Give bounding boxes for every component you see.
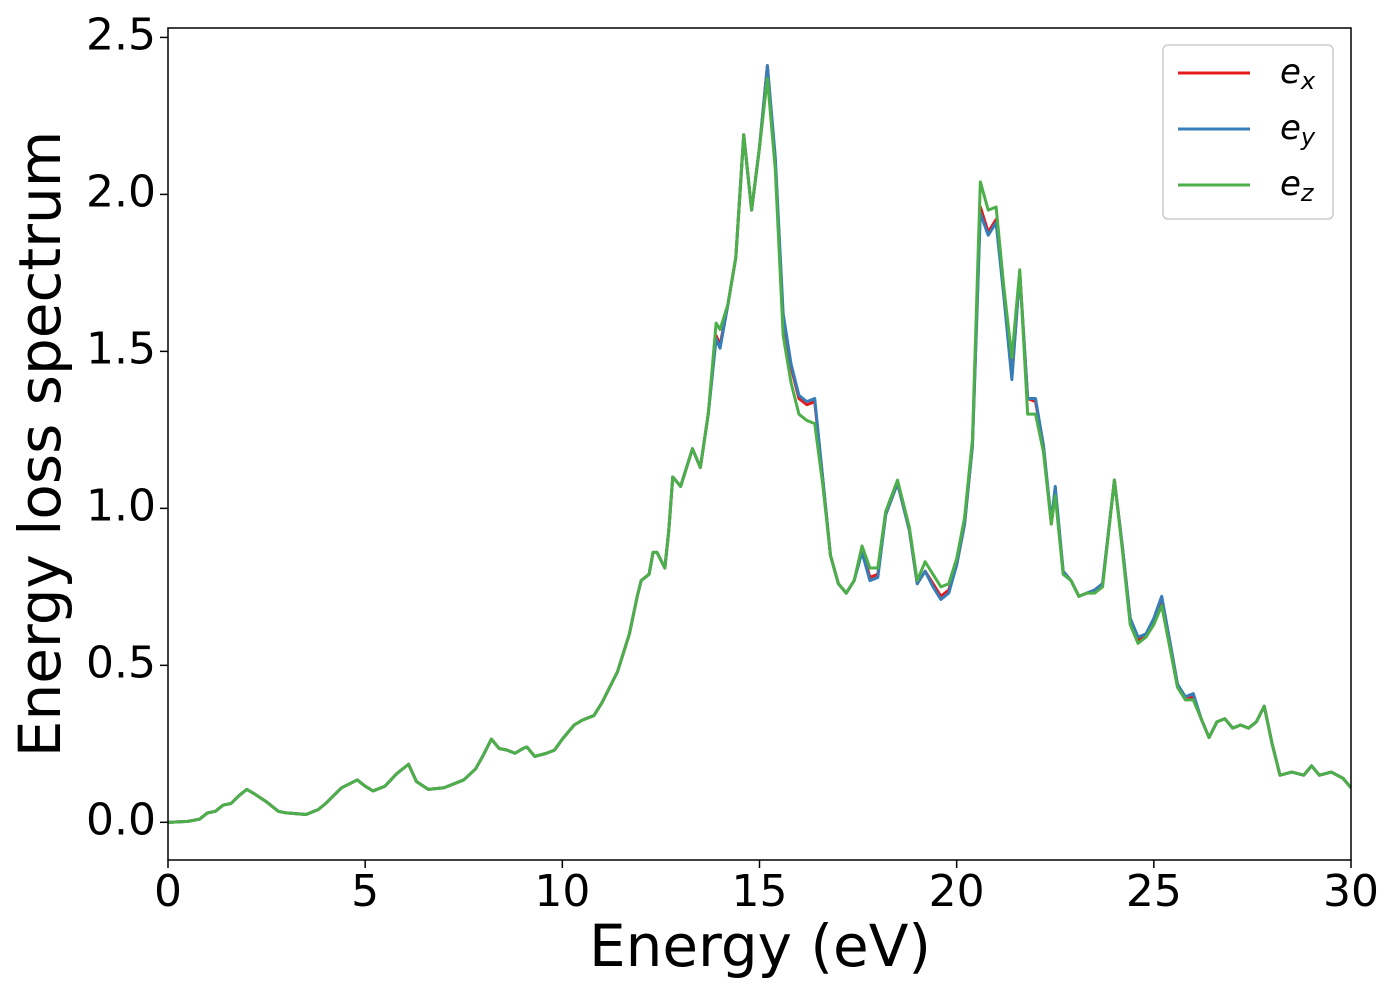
y-tick-label: 0.5 bbox=[86, 637, 156, 688]
legend: ex ey ez bbox=[1162, 44, 1334, 220]
x-tick-label: 15 bbox=[732, 866, 788, 917]
plot-frame bbox=[167, 27, 1352, 861]
x-tick-label: 0 bbox=[154, 866, 182, 917]
x-tick-label: 5 bbox=[351, 866, 379, 917]
y-tick-label: 0.0 bbox=[86, 794, 156, 845]
x-tick-label: 20 bbox=[929, 866, 985, 917]
y-tick-label: 1.0 bbox=[86, 480, 156, 531]
y-axis-label: Energy loss spectrum bbox=[6, 131, 74, 757]
y-tick-label: 1.5 bbox=[86, 323, 156, 374]
legend-box bbox=[1162, 44, 1334, 220]
x-tick-label: 30 bbox=[1323, 866, 1379, 917]
y-tick-label: 2.0 bbox=[86, 166, 156, 217]
x-tick-label: 10 bbox=[534, 866, 590, 917]
legend-label: ez bbox=[1280, 164, 1315, 208]
series-line bbox=[167, 76, 1353, 824]
legend-label: ex bbox=[1280, 52, 1316, 96]
legend-label: ey bbox=[1280, 108, 1316, 152]
y-tick-label: 2.5 bbox=[86, 9, 156, 60]
x-axis-label: Energy (eV) bbox=[589, 912, 931, 980]
x-tick-label: 25 bbox=[1126, 866, 1182, 917]
